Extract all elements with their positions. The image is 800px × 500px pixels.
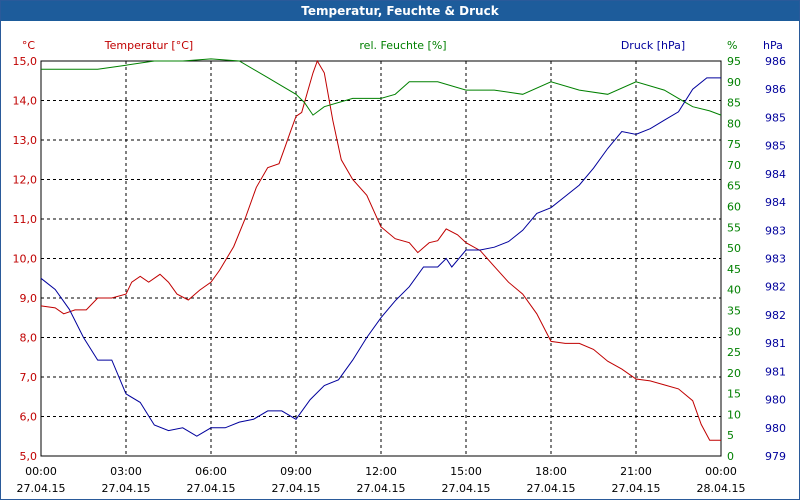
humidity-tick-label: 40 [727,284,741,297]
temperature-tick-label: 8,0 [20,332,38,345]
humidity-tick-label: 55 [727,221,741,234]
humidity-tick-label: 5 [727,429,734,442]
grid-lines [41,61,721,456]
pressure-unit-label: hPa [763,39,783,52]
x-tick-date: 27.04.15 [272,482,321,495]
humidity-unit-label: % [727,39,737,52]
x-tick-date: 28.04.15 [697,482,746,495]
pressure-tick-label: 979 [765,450,786,463]
temperature-axis-title: Temperatur [°C] [104,39,193,52]
axis-labels: 00:00 27.04.15 03:00 27.04.15 06:00 27.04.15 0… [13,39,787,495]
humidity-tick-label: 45 [727,263,741,276]
x-tick-time: 21:00 [620,465,652,478]
x-tick-time: 15:00 [450,465,482,478]
humidity-tick-label: 30 [727,325,741,338]
temperature-series-line [40,59,721,441]
x-tick-time: 18:00 [535,465,567,478]
pressure-tick-label: 986 [765,83,786,96]
pressure-tick-label: 986 [765,55,786,68]
temperature-tick-label: 12,0 [13,174,38,187]
pressure-axis-title: Druck [hPa] [621,39,685,52]
humidity-tick-label: 20 [727,367,741,380]
x-tick-time: 00:00 [705,465,737,478]
x-tick-time: 09:00 [280,465,312,478]
humidity-tick-label: 15 [727,388,741,401]
pressure-tick-label: 980 [765,394,786,407]
pressure-tick-label: 981 [765,365,786,378]
temperature-tick-label: 9,0 [20,292,38,305]
x-tick-date: 27.04.15 [612,482,661,495]
humidity-tick-label: 70 [727,159,741,172]
pressure-tick-label: 984 [765,168,786,181]
x-tick-date: 27.04.15 [527,482,576,495]
temperature-tick-label: 15,0 [13,55,38,68]
humidity-tick-label: 0 [727,450,734,463]
humidity-tick-label: 85 [727,97,741,110]
x-tick-time: 00:00 [25,465,57,478]
pressure-tick-label: 982 [765,309,786,322]
temperature-tick-label: 14,0 [13,95,38,108]
pressure-tick-label: 980 [765,422,786,435]
window-title: Temperatur, Feuchte & Druck [1,1,799,21]
x-tick-time: 03:00 [110,465,142,478]
x-tick-date: 27.04.15 [357,482,406,495]
x-tick-date: 27.04.15 [442,482,491,495]
temperature-unit-label: °C [22,39,36,52]
chart-canvas: 00:00 27.04.15 03:00 27.04.15 06:00 27.04.15 0… [13,39,787,495]
pressure-tick-label: 983 [765,253,786,266]
temperature-tick-label: 11,0 [13,213,38,226]
pressure-tick-label: 981 [765,337,786,350]
x-tick-time: 12:00 [365,465,397,478]
x-tick-date: 27.04.15 [187,482,236,495]
pressure-tick-label: 984 [765,196,786,209]
humidity-tick-label: 60 [727,201,741,214]
humidity-tick-label: 50 [727,242,741,255]
series-layer [40,58,722,441]
pressure-tick-label: 985 [765,140,786,153]
pressure-tick-label: 982 [765,281,786,294]
humidity-tick-label: 25 [727,346,741,359]
humidity-axis-title: rel. Feuchte [%] [359,39,446,52]
humidity-tick-label: 75 [727,138,741,151]
humidity-tick-label: 65 [727,180,741,193]
plot-area-border [40,60,722,457]
humidity-tick-label: 10 [727,408,741,421]
x-tick-date: 27.04.15 [17,482,66,495]
x-tick-date: 27.04.15 [102,482,151,495]
pressure-series-line [40,77,721,437]
temperature-tick-label: 13,0 [13,134,38,147]
humidity-tick-label: 90 [727,76,741,89]
pressure-tick-label: 985 [765,111,786,124]
temperature-tick-label: 5,0 [20,450,38,463]
humidity-tick-label: 35 [727,304,741,317]
pressure-tick-label: 983 [765,224,786,237]
temperature-tick-label: 6,0 [20,411,38,424]
humidity-series-line [41,58,722,116]
humidity-tick-label: 80 [727,117,741,130]
humidity-tick-label: 95 [727,55,741,68]
temperature-tick-label: 10,0 [13,253,38,266]
temperature-tick-label: 7,0 [20,371,38,384]
x-tick-time: 06:00 [195,465,227,478]
